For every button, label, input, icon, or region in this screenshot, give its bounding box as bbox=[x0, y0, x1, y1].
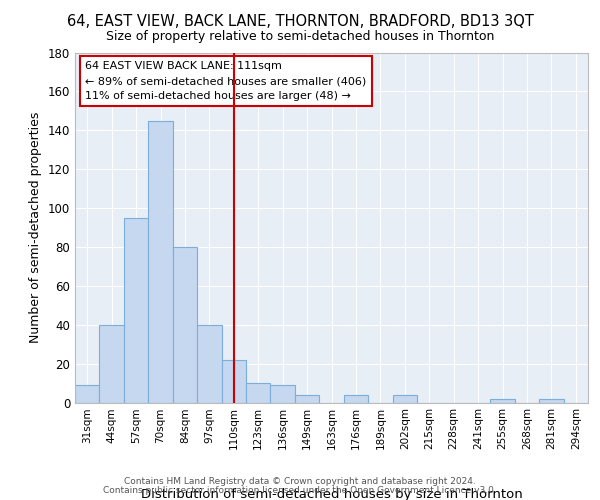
Bar bbox=[246, 383, 271, 402]
Bar bbox=[490, 398, 515, 402]
Text: 64, EAST VIEW, BACK LANE, THORNTON, BRADFORD, BD13 3QT: 64, EAST VIEW, BACK LANE, THORNTON, BRAD… bbox=[67, 14, 533, 29]
Bar bbox=[271, 385, 295, 402]
Text: Contains public sector information licensed under the Open Government Licence v3: Contains public sector information licen… bbox=[103, 486, 497, 495]
Text: Contains HM Land Registry data © Crown copyright and database right 2024.: Contains HM Land Registry data © Crown c… bbox=[124, 477, 476, 486]
Bar bbox=[75, 385, 100, 402]
Y-axis label: Number of semi-detached properties: Number of semi-detached properties bbox=[29, 112, 42, 343]
Bar bbox=[100, 324, 124, 402]
Bar bbox=[392, 394, 417, 402]
Bar bbox=[539, 398, 563, 402]
Text: Size of property relative to semi-detached houses in Thornton: Size of property relative to semi-detach… bbox=[106, 30, 494, 43]
Bar bbox=[197, 324, 221, 402]
Bar bbox=[173, 247, 197, 402]
Bar bbox=[344, 394, 368, 402]
Bar bbox=[221, 360, 246, 403]
Bar bbox=[148, 120, 173, 402]
Bar bbox=[295, 394, 319, 402]
Bar bbox=[124, 218, 148, 402]
Text: 64 EAST VIEW BACK LANE: 111sqm
← 89% of semi-detached houses are smaller (406)
1: 64 EAST VIEW BACK LANE: 111sqm ← 89% of … bbox=[85, 61, 367, 101]
X-axis label: Distribution of semi-detached houses by size in Thornton: Distribution of semi-detached houses by … bbox=[140, 488, 523, 500]
